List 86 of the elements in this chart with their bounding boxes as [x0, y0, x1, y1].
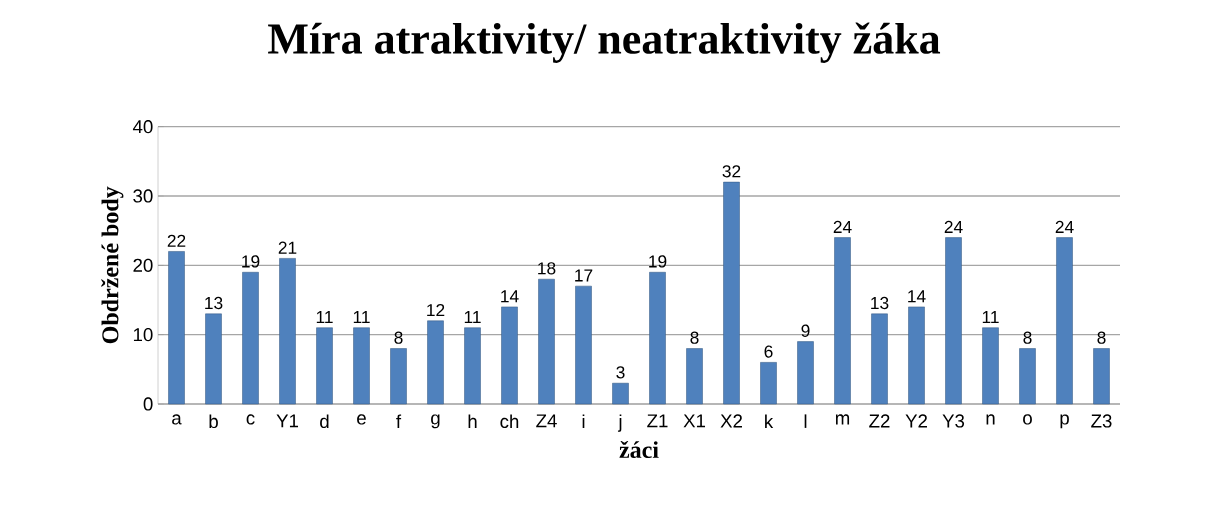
y-tick-label: 20: [133, 258, 153, 272]
data-label: 18: [538, 262, 556, 275]
x-tick-label: p: [1060, 414, 1069, 429]
bar: [908, 306, 925, 405]
x-tick-label: Z3: [1091, 414, 1112, 428]
x-tick-label: Z4: [536, 414, 557, 428]
x-tick-label: j: [617, 414, 622, 432]
data-label: 9: [801, 324, 810, 337]
bar: [1093, 348, 1110, 405]
bar: [575, 285, 592, 405]
data-label: 19: [649, 255, 667, 268]
x-tick-label: ch: [500, 414, 519, 429]
data-label: 12: [427, 303, 445, 317]
x-tick-label: a: [172, 414, 182, 425]
data-label: 14: [908, 290, 926, 303]
bar: [723, 181, 740, 405]
bar: [1056, 237, 1073, 405]
data-label: 8: [690, 331, 699, 344]
bar: [427, 320, 444, 405]
bar: [834, 237, 851, 405]
x-tick-label: Z2: [869, 414, 890, 428]
data-label: 11: [982, 311, 999, 324]
data-label: 8: [394, 331, 403, 344]
bar: [538, 278, 555, 405]
data-label: 24: [833, 220, 852, 233]
bar: [945, 237, 962, 405]
x-tick-label: d: [320, 414, 329, 429]
x-tick-label: m: [835, 414, 850, 425]
x-tick-label: o: [1023, 414, 1032, 425]
data-label: 19: [242, 255, 260, 268]
x-tick-label: b: [209, 414, 218, 429]
y-tick-label: 0: [143, 397, 153, 411]
bar: [242, 271, 259, 405]
bar: [205, 313, 222, 405]
x-tick-label: l: [804, 414, 807, 428]
data-label: 11: [316, 311, 333, 324]
x-tick-label: Y3: [942, 414, 965, 428]
data-label: 8: [1097, 331, 1106, 344]
bar: [871, 313, 888, 405]
bar: [316, 327, 333, 405]
x-tick-label: g: [431, 414, 440, 429]
bar: [982, 327, 999, 405]
bar: [501, 306, 518, 405]
x-axis-title: žáci: [619, 440, 659, 459]
bar: [612, 382, 629, 405]
bar: [797, 341, 814, 405]
x-tick-label: Y1: [276, 414, 299, 428]
bar: [353, 327, 370, 405]
data-label: 32: [722, 165, 741, 178]
data-label: 11: [464, 311, 481, 324]
data-label: 13: [205, 296, 223, 310]
x-tick-label: e: [357, 414, 366, 425]
y-tick-label: 10: [133, 328, 153, 342]
data-label: 17: [575, 269, 593, 282]
x-tick-label: f: [396, 414, 402, 428]
bar: [390, 348, 407, 405]
x-tick-label: k: [765, 414, 774, 428]
data-label: 11: [353, 311, 370, 324]
bar: [760, 362, 777, 405]
x-tick-label: Y2: [905, 414, 927, 428]
data-label: 13: [871, 296, 889, 310]
y-axis-title: Obdržené body: [101, 186, 124, 344]
y-tick-label: 30: [133, 189, 153, 203]
data-label: 22: [167, 234, 186, 247]
bar: [168, 251, 185, 405]
x-tick-label: Z1: [647, 414, 668, 428]
data-label: 24: [944, 220, 963, 233]
data-label: 6: [764, 345, 773, 358]
data-label: 8: [1023, 331, 1032, 344]
x-tick-label: i: [582, 414, 585, 428]
x-tick-label: X2: [720, 414, 742, 428]
bar: [279, 258, 296, 405]
x-tick-label: n: [986, 414, 995, 425]
bar: [1019, 348, 1036, 405]
bar: [649, 271, 666, 405]
x-tick-label: c: [246, 414, 255, 425]
data-label: 3: [616, 366, 625, 379]
y-tick-label: 40: [132, 120, 153, 134]
data-label: 21: [278, 241, 297, 254]
bar: [686, 348, 703, 405]
data-label: 24: [1055, 220, 1074, 233]
data-label: 14: [501, 290, 519, 303]
chart-title: Míra atraktivity/ neatraktivity žáka: [268, 22, 941, 63]
bar: [464, 327, 481, 405]
x-tick-label: h: [468, 414, 477, 428]
x-tick-label: X1: [683, 414, 706, 428]
